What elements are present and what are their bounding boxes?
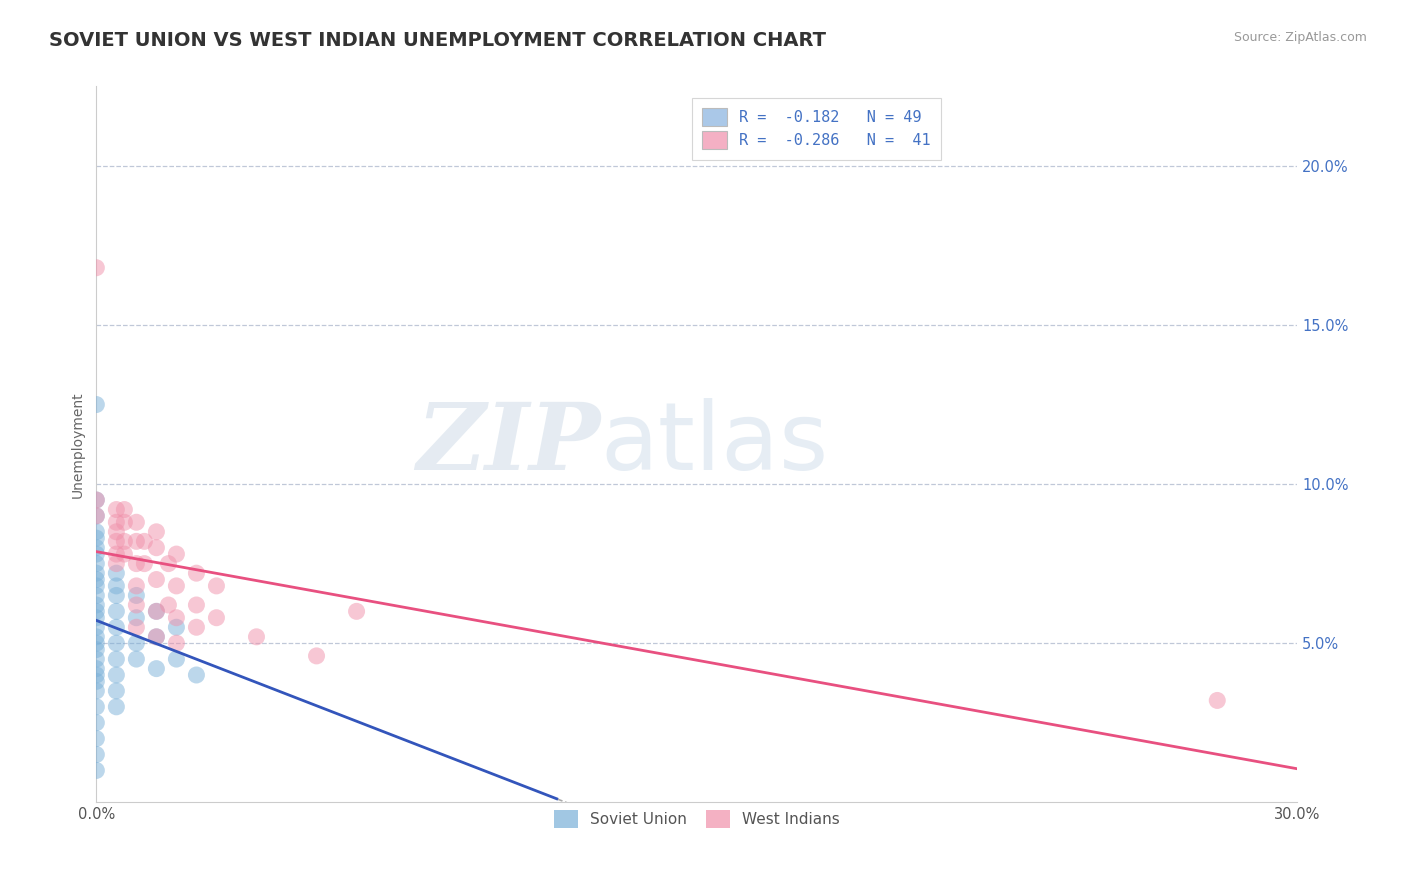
Point [86,636,108,650]
Point [86,630,108,644]
Text: Source: ZipAtlas.com: Source: ZipAtlas.com [1233,31,1367,45]
Point [346,604,368,618]
Point [86,731,108,746]
Point [165,547,187,561]
Point [105,534,128,549]
Point [86,715,108,730]
Y-axis label: Unemployment: Unemployment [72,391,86,498]
Point [305,648,328,663]
Point [165,636,187,650]
Point [86,699,108,714]
Point [186,668,208,682]
Point [86,541,108,555]
Point [105,636,128,650]
Point [86,620,108,634]
Point [86,508,108,523]
Point [186,566,208,581]
Point [205,579,228,593]
Point [112,534,135,549]
Point [125,515,148,529]
Text: SOVIET UNION VS WEST INDIAN UNEMPLOYMENT CORRELATION CHART: SOVIET UNION VS WEST INDIAN UNEMPLOYMENT… [49,31,827,50]
Point [86,524,108,539]
Point [86,589,108,603]
Point [186,598,208,612]
Point [105,668,128,682]
Point [125,611,148,625]
Point [125,620,148,634]
Point [86,493,108,508]
Point [86,531,108,545]
Point [105,547,128,561]
Point [105,684,128,698]
Point [105,515,128,529]
Point [145,662,167,676]
Point [105,524,128,539]
Point [105,579,128,593]
Point [86,579,108,593]
Point [145,524,167,539]
Point [145,604,167,618]
Point [86,598,108,612]
Point [112,515,135,529]
Point [86,566,108,581]
Point [86,398,108,412]
Point [105,604,128,618]
Point [105,557,128,571]
Point [165,579,187,593]
Point [165,652,187,666]
Point [86,684,108,698]
Point [165,611,187,625]
Point [1206,693,1229,707]
Point [157,598,180,612]
Point [105,620,128,634]
Text: ZIP: ZIP [416,400,600,490]
Point [134,534,156,549]
Point [86,573,108,587]
Point [145,630,167,644]
Point [86,604,108,618]
Point [86,260,108,275]
Point [86,642,108,657]
Point [86,652,108,666]
Point [134,557,156,571]
Point [245,630,267,644]
Point [86,557,108,571]
Point [86,547,108,561]
Point [105,699,128,714]
Point [125,557,148,571]
Point [112,547,135,561]
Point [112,502,135,516]
Point [125,534,148,549]
Point [105,589,128,603]
Point [86,611,108,625]
Point [105,502,128,516]
Point [186,620,208,634]
Point [205,611,228,625]
Point [145,541,167,555]
Point [165,620,187,634]
Point [86,662,108,676]
Point [145,573,167,587]
Point [145,604,167,618]
Point [86,508,108,523]
Point [125,579,148,593]
Point [125,589,148,603]
Point [86,674,108,689]
Point [86,493,108,508]
Point [125,652,148,666]
Point [105,566,128,581]
Text: atlas: atlas [600,399,830,491]
Point [125,636,148,650]
Point [86,747,108,762]
Point [86,668,108,682]
Point [157,557,180,571]
Point [105,652,128,666]
Legend: Soviet Union, West Indians: Soviet Union, West Indians [547,804,846,834]
Point [125,598,148,612]
Point [145,630,167,644]
Point [86,764,108,778]
